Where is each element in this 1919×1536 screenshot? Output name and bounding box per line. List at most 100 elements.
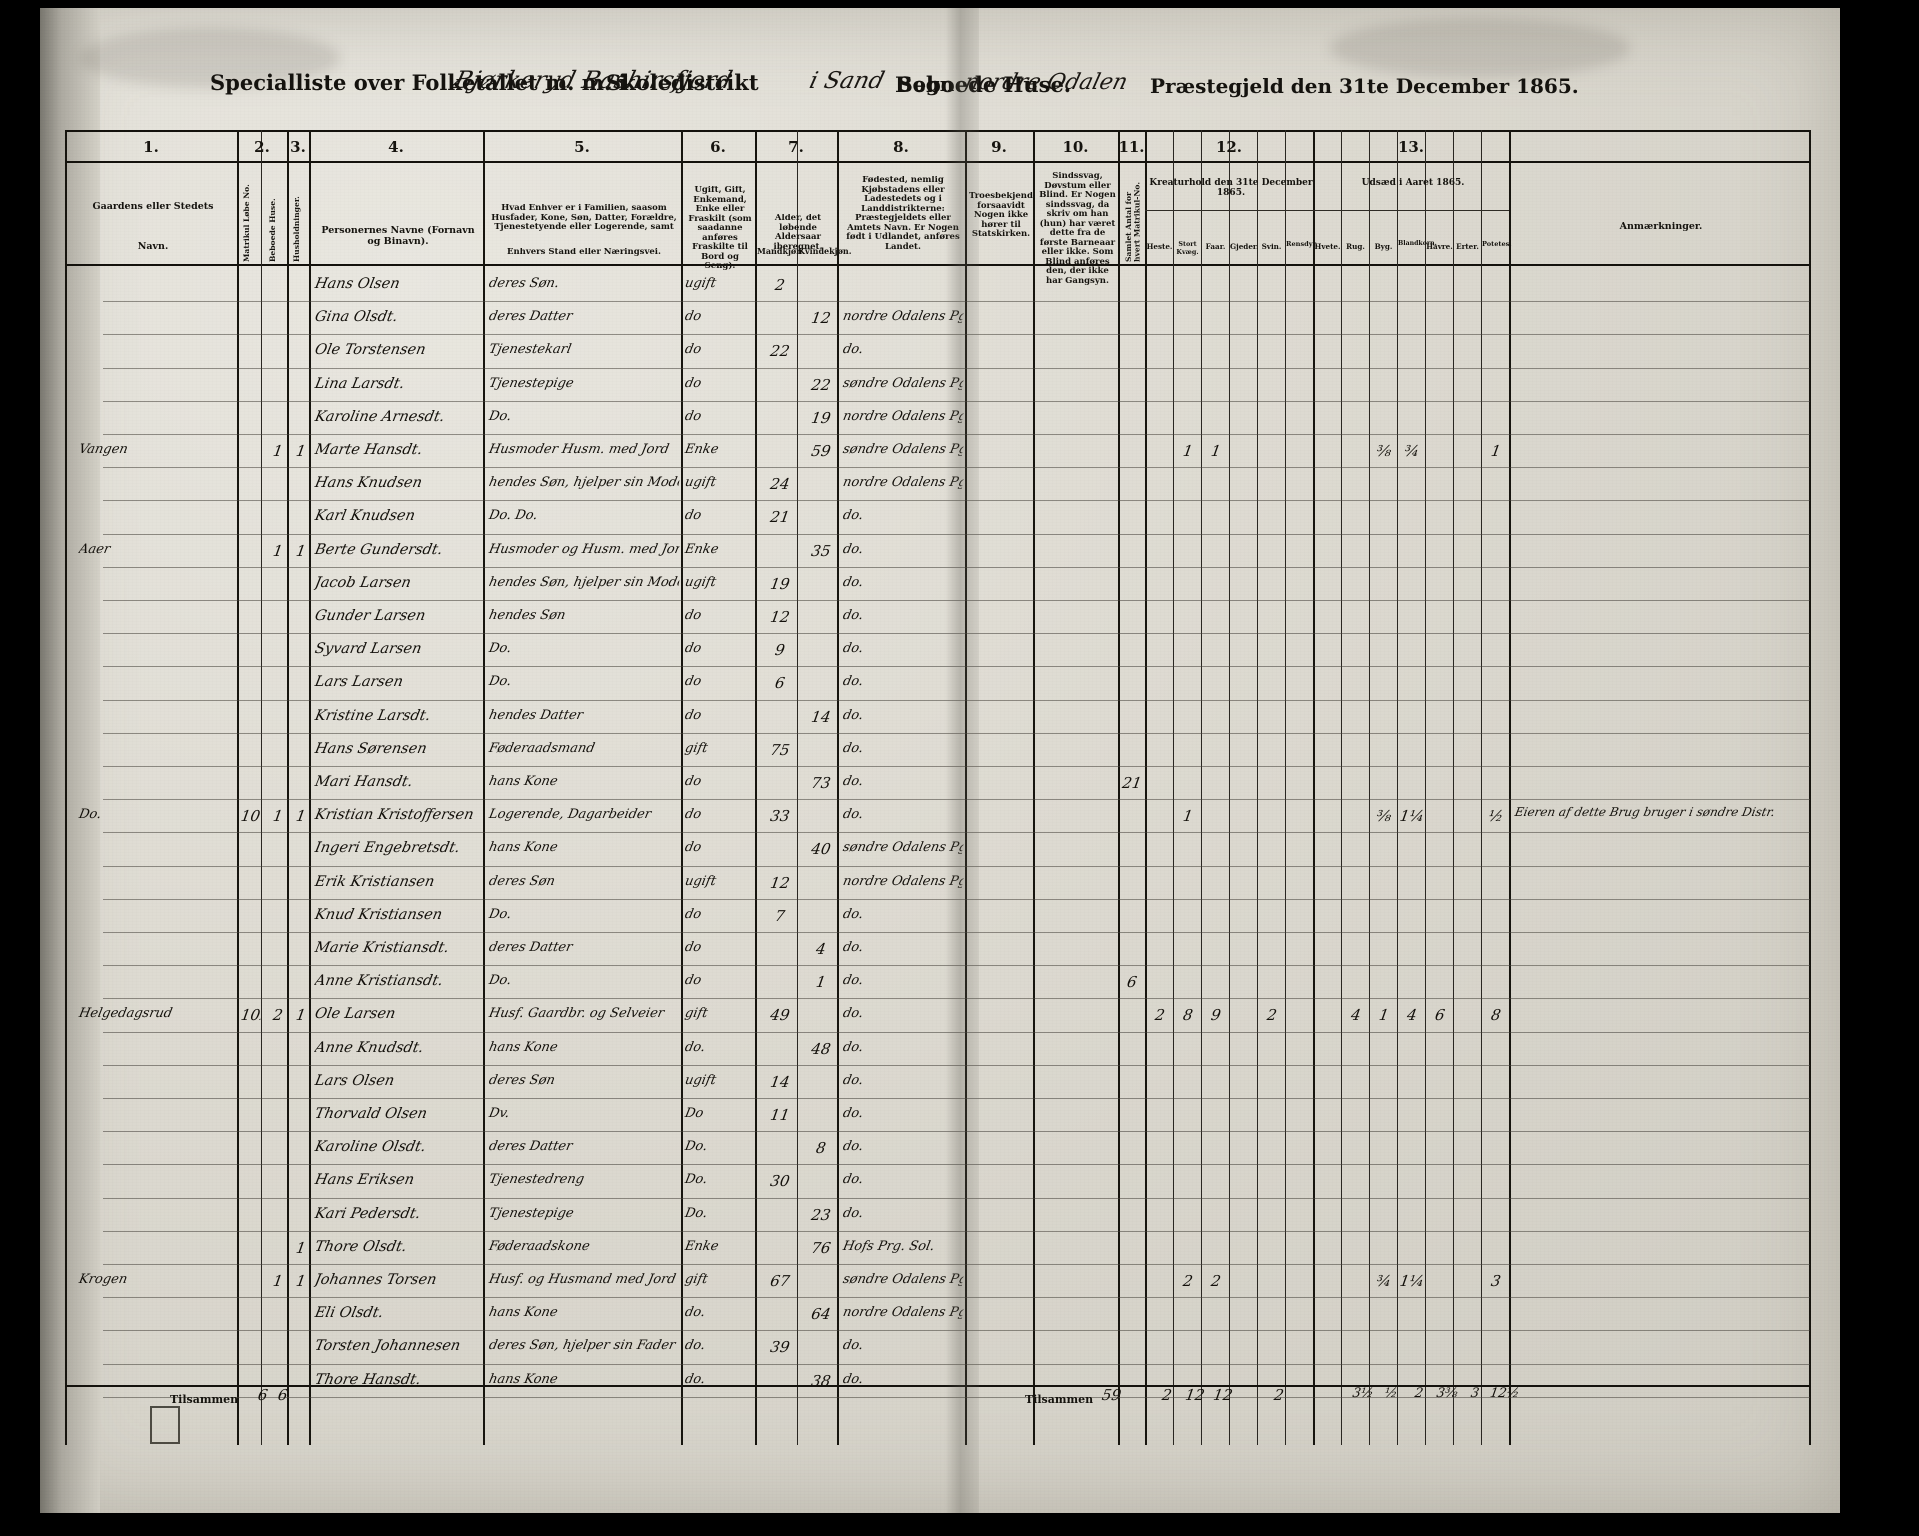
footer-sum-total: 59	[1100, 1386, 1123, 1404]
cell-husholdninger: 1	[294, 442, 308, 460]
cell-livestock-1: 8	[1181, 1006, 1195, 1025]
colnum-7: 7.	[788, 138, 804, 156]
cell-civil-status: ugift	[683, 1072, 718, 1088]
cell-civil-status: Enke	[683, 1238, 720, 1254]
cell-age-male: 67	[769, 1272, 791, 1290]
row-rule	[103, 1330, 1810, 1332]
colnum-11: 11.	[1118, 138, 1145, 156]
cell-person-name: Lina Larsdt.	[313, 375, 406, 392]
cell-seed-4: 6	[1433, 1006, 1447, 1025]
cell-person-name: Marie Kristiansdt.	[313, 940, 451, 956]
cell-seed-2: ⅜	[1375, 807, 1393, 826]
vline-c7m-c7k	[797, 130, 798, 1445]
caption-col2-beboede-huse: Beboede Huse.	[268, 198, 277, 262]
cell-birthplace: do.	[841, 1139, 865, 1155]
caption-col5b: Enhvers Stand eller Næringsvei.	[507, 248, 661, 257]
cell-age-male: 39	[769, 1338, 791, 1357]
cell-person-name: Hans Knudsen	[313, 475, 424, 492]
cell-seed-3: 1¼	[1398, 807, 1426, 826]
cell-age-female: 73	[810, 774, 832, 792]
headline-parish-handwritten-b: nordre Odalen	[961, 70, 1131, 95]
cell-civil-status: do	[683, 906, 703, 922]
cell-beboede-huse: 1	[271, 541, 285, 560]
cell-birthplace: nordre Odalens Pg.	[841, 1305, 965, 1321]
cell-livestock-4: 2	[1265, 1006, 1279, 1025]
cell-civil-status: Do.	[683, 1205, 709, 1221]
cell-civil-status: do	[683, 940, 703, 955]
vline-c4-c5	[483, 130, 485, 1445]
cell-birthplace: do.	[841, 1338, 865, 1354]
cell-family-role: deres Søn	[487, 873, 557, 889]
vline-c13c	[1397, 130, 1398, 1445]
cell-person-name: Knud Kristiansen	[313, 906, 444, 923]
headline-sogn-handwritten-a: i Sand	[806, 68, 887, 94]
cell-family-role: Do.	[487, 408, 513, 424]
cell-livestock-1: 1	[1181, 442, 1195, 460]
cell-person-name: Mari Hansdt.	[313, 774, 415, 790]
subcap-faar: Faar.	[1205, 242, 1226, 251]
cell-person-name: Hans Eriksen	[313, 1172, 416, 1189]
cell-matrikul-total: 21	[1121, 774, 1143, 792]
row-rule	[103, 898, 1810, 900]
cell-age-male: 11	[769, 1106, 791, 1124]
cell-birthplace: do.	[841, 1072, 865, 1088]
row-rule	[103, 600, 1810, 601]
archive-stamp	[150, 1406, 180, 1444]
cell-family-role: Husf. Gaardbr. og Selveier	[487, 1006, 666, 1022]
cell-matrikul-no: 102	[239, 1006, 263, 1025]
footer-seed-total-2: ½	[1383, 1386, 1399, 1401]
vline-c8-c9	[965, 130, 967, 1445]
cell-person-name: Jacob Larsen	[313, 574, 413, 591]
cell-person-name: Ingeri Engebretsdt.	[313, 840, 462, 857]
cell-family-role: Tjenestepige	[487, 375, 576, 391]
cell-beboede-huse: 1	[271, 807, 285, 826]
cell-family-role: deres Søn	[487, 1072, 557, 1088]
vline-c13-c14	[1509, 130, 1511, 1445]
cell-civil-status: do	[683, 973, 703, 989]
cell-husholdninger: 1	[294, 541, 308, 560]
cell-age-male: 19	[769, 574, 791, 593]
cell-person-name: Hans Olsen	[313, 276, 402, 292]
vline-c7-c8	[837, 130, 839, 1445]
cell-family-role: Tjenestedreng	[487, 1172, 586, 1188]
cell-birthplace: do.	[841, 740, 865, 756]
cell-seed-3: ¾	[1403, 442, 1421, 460]
cell-civil-status: do	[683, 408, 703, 424]
cell-family-role: hans Kone	[487, 1305, 560, 1321]
caption-col9: Troesbekjendelse, forsaavidt Nogen ikke …	[969, 192, 1035, 240]
cell-birthplace: do.	[841, 541, 865, 557]
hline-under-captions	[65, 264, 1810, 266]
cell-civil-status: gift	[683, 1006, 709, 1022]
cell-age-female: 35	[810, 541, 832, 560]
paper-smudge-2	[1330, 18, 1630, 78]
vline-c10-c11	[1118, 130, 1120, 1445]
cell-seed-3: 4	[1405, 1006, 1419, 1025]
footer-seed-total-3: 2	[1413, 1386, 1425, 1401]
cell-civil-status: Do.	[683, 1139, 709, 1155]
row-rule	[103, 1264, 1810, 1265]
cell-age-female: 14	[810, 707, 832, 726]
cell-civil-status: ugift	[683, 574, 718, 590]
cell-place-name: Do.	[77, 807, 103, 823]
cell-age-female: 1	[814, 973, 828, 992]
caption-col10: Sindssvag, Døvstum eller Blind. Er Nogen…	[1039, 172, 1116, 286]
cell-age-male: 30	[769, 1172, 791, 1191]
colnum-8: 8.	[893, 138, 909, 156]
cell-family-role: hendes Søn, hjelper sin Moder med Jorden	[487, 475, 681, 491]
vline-c12b	[1201, 130, 1202, 1445]
vline-c1a-c1b	[261, 130, 262, 1445]
cell-person-name: Thorvald Olsen	[313, 1106, 429, 1122]
colnum-10: 10.	[1062, 138, 1089, 156]
cell-family-role: deres Datter	[487, 1139, 574, 1155]
cell-family-role: deres Søn.	[487, 276, 561, 291]
caption-col7: Alder, det løbende Aldersaar iberegnet.	[773, 214, 823, 252]
subcap-rug: Rug.	[1346, 242, 1365, 251]
cell-civil-status: Do	[683, 1106, 705, 1121]
cell-civil-status: gift	[683, 1272, 709, 1287]
cell-birthplace: do.	[841, 807, 865, 823]
row-rule	[103, 1098, 1810, 1099]
cell-civil-status: do.	[683, 1338, 707, 1354]
cell-birthplace: do.	[841, 1039, 865, 1055]
colnum-3: 3.	[290, 138, 306, 156]
subcap-blandkorn: Blandkorn.	[1398, 240, 1437, 247]
